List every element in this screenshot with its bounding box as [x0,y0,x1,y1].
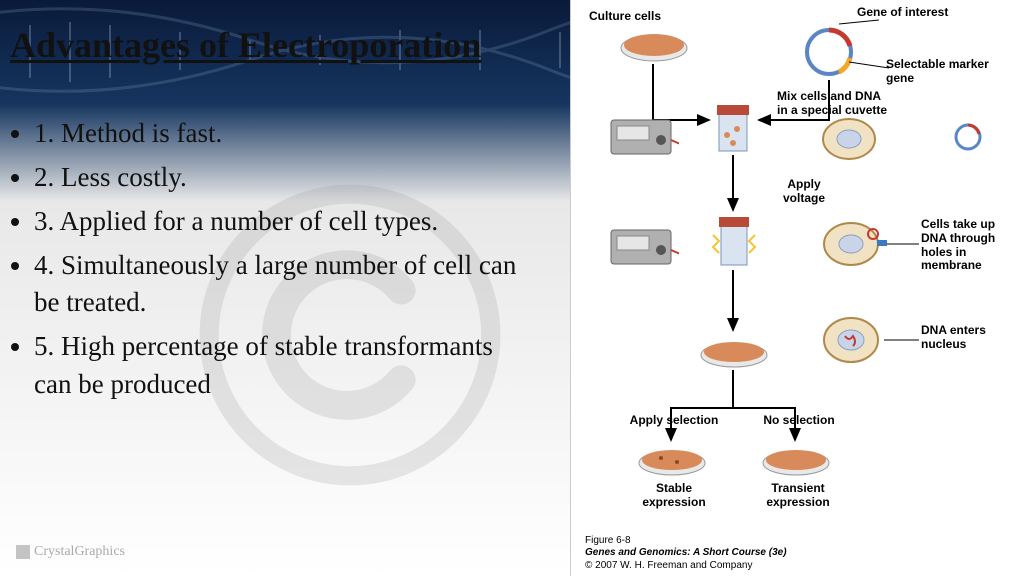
electroporation-diagram: Culture cells Gene of interest Selectabl… [581,10,1014,576]
bullet-item: 2. Less costly. [34,159,534,197]
figure-caption: Figure 6-8 Genes and Genomics: A Short C… [585,535,787,573]
label-stable: Stableexpression [629,482,719,510]
cell-uptake-icon [821,218,891,268]
culture-dish-icon [637,444,707,478]
figure-source: Genes and Genomics: A Short Course (3e) [585,547,787,558]
slide: Advantages of Electroporation 1. Method … [0,0,1024,576]
culture-dish-icon [699,336,769,370]
brand-icon [16,545,30,559]
cell-icon [821,115,891,161]
diagram-panel: Culture cells Gene of interest Selectabl… [570,0,1024,576]
bullet-item: 3. Applied for a number of cell types. [34,203,534,241]
label-apply-voltage: Applyvoltage [769,178,839,206]
label-dna-enters: DNA entersnucleus [921,324,986,352]
power-supply-icon [609,110,679,160]
cuvette-icon [713,105,753,155]
slide-title: Advantages of Electroporation [10,0,560,67]
bullet-list: 1. Method is fast. 2. Less costly. 3. Ap… [10,115,560,404]
bullet-item: 1. Method is fast. [34,115,534,153]
footer-brand: CrystalGraphics [16,544,125,560]
brand-text: CrystalGraphics [34,544,125,560]
culture-dish-icon [761,444,831,478]
label-no-selection: No selection [749,414,849,428]
label-apply-selection: Apply selection [619,414,729,428]
cuvette-voltage-icon [711,215,757,271]
cell-nucleus-icon [821,314,891,366]
figure-copyright: © 2007 W. H. Freeman and Company [585,560,752,571]
figure-number: Figure 6-8 [585,535,631,546]
label-cells-take-up: Cells take upDNA throughholes inmembrane [921,218,995,273]
power-supply-icon [609,220,679,270]
label-mix: Mix cells and DNAin a special cuvette [777,90,927,118]
bullet-item: 5. High percentage of stable transforman… [34,328,534,404]
label-transient: Transientexpression [753,482,843,510]
bullet-item: 4. Simultaneously a large number of cell… [34,247,534,323]
plasmid-small-icon [953,122,983,152]
content-column: Advantages of Electroporation 1. Method … [0,0,570,576]
